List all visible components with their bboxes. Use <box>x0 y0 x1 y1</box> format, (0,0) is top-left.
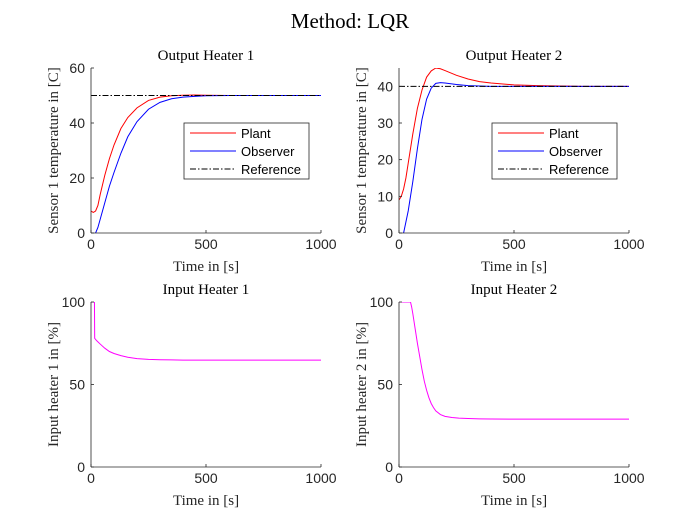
x-tick-label: 500 <box>194 470 218 486</box>
y-tick-label: 10 <box>377 188 393 204</box>
plot-area <box>91 302 321 467</box>
subplot-3: Input Heater 1 0 500 1000 0 50 100 Time in [s] I… <box>46 282 337 509</box>
y-tick-label: 20 <box>377 152 393 168</box>
x-axis-label: Time in [s] <box>481 259 547 275</box>
subplot-4: Input Heater 2 0 500 1000 0 50 100 Time in [s] I… <box>354 282 645 509</box>
subplot-title: Output Heater 1 <box>158 48 255 64</box>
subplot-1: Output Heater 1 0 500 1000 0 20 40 60 Time in [s… <box>46 48 337 275</box>
y-tick-label: 50 <box>377 377 393 393</box>
x-tick-label: 0 <box>395 470 403 486</box>
x-axis-label: Time in [s] <box>173 493 239 509</box>
series-group <box>399 68 629 233</box>
subplot-title: Input Heater 2 <box>471 282 558 298</box>
legend: Plant Observer Reference <box>183 122 310 180</box>
legend-label-plant: Plant <box>549 126 579 141</box>
y-tick-label: 60 <box>69 60 85 76</box>
y-tick-label: 0 <box>77 225 85 241</box>
legend: Plant Observer Reference <box>491 122 618 180</box>
x-tick-label: 0 <box>87 236 95 252</box>
y-tick-label: 0 <box>385 459 393 475</box>
y-tick-label: 0 <box>385 225 393 241</box>
y-axis-label: Input heater 1 in [%] <box>46 322 62 447</box>
x-tick-label: 500 <box>194 236 218 252</box>
y-axis-label: Sensor 1 temperature in [C] <box>46 67 62 234</box>
series-group <box>399 302 629 420</box>
series-line-plant <box>399 68 629 201</box>
plot-area <box>399 302 629 467</box>
x-tick-label: 1000 <box>305 236 336 252</box>
y-tick-label: 0 <box>77 459 85 475</box>
series-line-input <box>399 302 629 420</box>
legend-label-reference: Reference <box>549 162 609 177</box>
series-line-input <box>91 302 321 361</box>
subplot-title: Output Heater 2 <box>466 48 563 64</box>
x-tick-label: 1000 <box>613 470 644 486</box>
series-line-observer <box>91 95 321 233</box>
legend-label-reference: Reference <box>241 162 301 177</box>
x-tick-label: 500 <box>502 470 526 486</box>
figure-suptitle: Method: LQR <box>291 9 409 33</box>
subplot-title: Input Heater 1 <box>163 282 250 298</box>
y-tick-label: 100 <box>62 294 86 310</box>
y-tick-label: 50 <box>69 377 85 393</box>
legend-label-observer: Observer <box>241 144 295 159</box>
y-tick-label: 20 <box>69 170 85 186</box>
y-tick-label: 40 <box>377 78 393 94</box>
y-axis-label: Sensor 1 temperature in [C] <box>354 67 370 234</box>
x-tick-label: 0 <box>87 470 95 486</box>
y-axis-label: Input heater 2 in [%] <box>354 322 370 447</box>
series-line-observer <box>399 82 629 233</box>
y-tick-label: 100 <box>370 294 394 310</box>
y-tick-label: 30 <box>377 115 393 131</box>
x-tick-label: 1000 <box>305 470 336 486</box>
series-group <box>91 94 321 233</box>
x-axis-label: Time in [s] <box>173 259 239 275</box>
subplot-2: Output Heater 2 0 500 1000 0 10 20 30 40 Time in … <box>354 48 645 275</box>
legend-label-observer: Observer <box>549 144 603 159</box>
y-tick-label: 40 <box>69 115 85 131</box>
x-tick-label: 0 <box>395 236 403 252</box>
x-tick-label: 500 <box>502 236 526 252</box>
series-group <box>91 302 321 361</box>
x-tick-label: 1000 <box>613 236 644 252</box>
x-axis-label: Time in [s] <box>481 493 547 509</box>
legend-label-plant: Plant <box>241 126 271 141</box>
